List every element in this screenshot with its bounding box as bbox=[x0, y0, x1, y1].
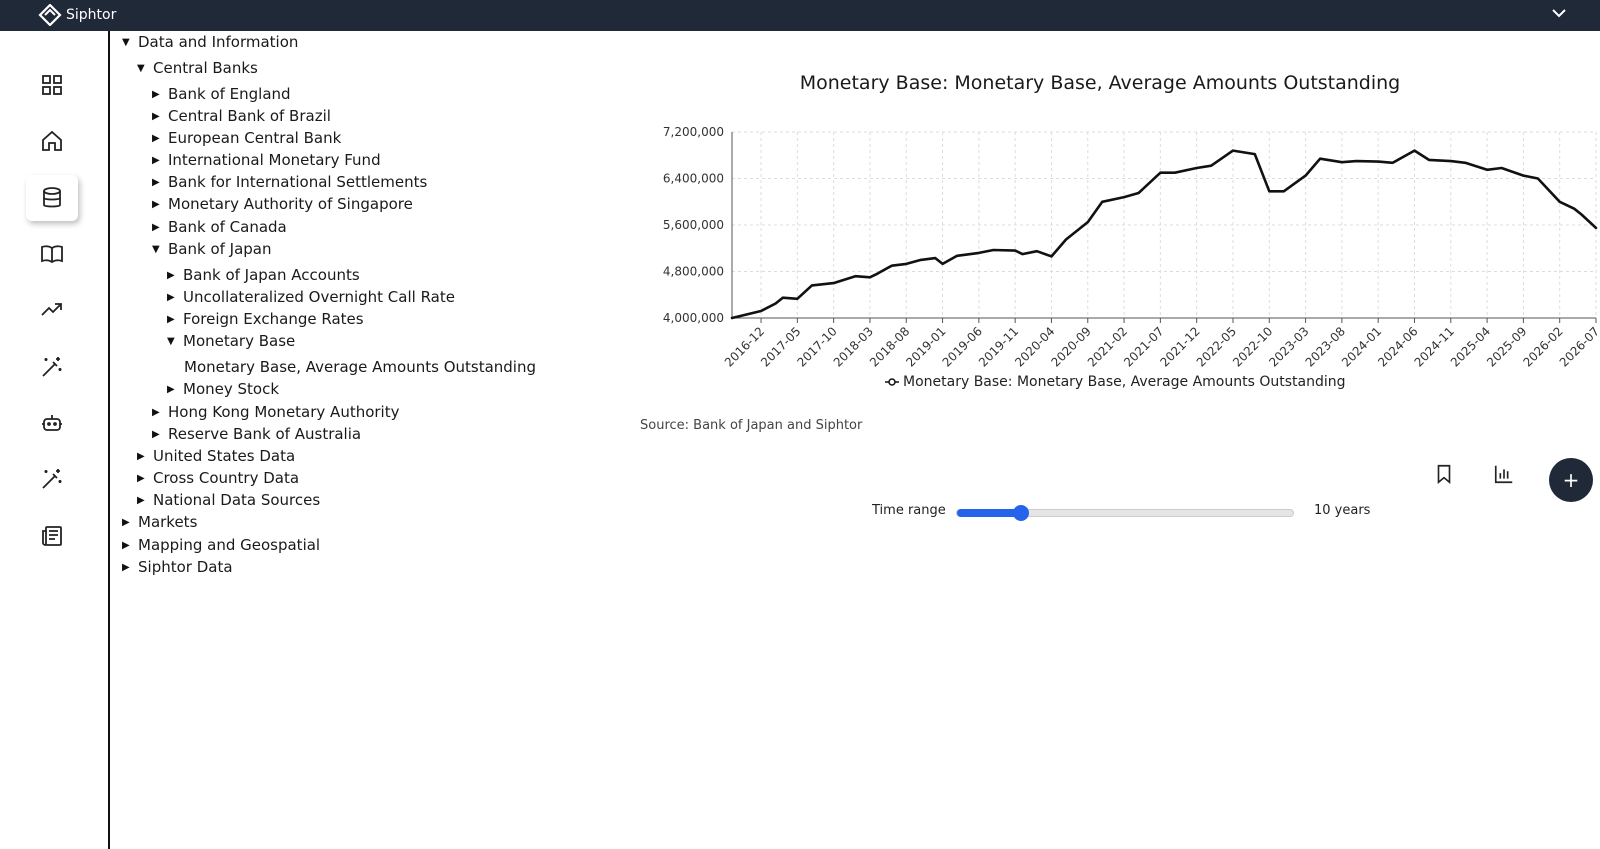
siphtor-logo-icon bbox=[38, 4, 62, 26]
collapsed-triangle-icon: ▶ bbox=[152, 88, 160, 100]
collapsed-triangle-icon: ▶ bbox=[152, 154, 160, 166]
tree-node[interactable]: ▶ Markets bbox=[122, 513, 198, 531]
bar-chart-icon bbox=[1494, 465, 1513, 484]
tree-node[interactable]: ▼ Bank of Japan bbox=[152, 240, 272, 258]
tree-node[interactable]: ▶ United States Data bbox=[137, 447, 296, 465]
tree-node[interactable]: ▶ Bank for International Settlements bbox=[152, 173, 428, 191]
tree-node[interactable]: ▶ Bank of England bbox=[152, 85, 291, 103]
legend-label: Monetary Base: Monetary Base, Average Am… bbox=[903, 374, 1345, 390]
collapsed-triangle-icon: ▶ bbox=[152, 221, 160, 233]
trending-icon[interactable] bbox=[26, 287, 78, 333]
tree-node[interactable]: ▶ Bank of Canada bbox=[152, 218, 287, 236]
legend-marker bbox=[888, 378, 896, 386]
collapsed-triangle-icon: ▶ bbox=[152, 176, 160, 188]
tree-node[interactable]: ▼ Monetary Base bbox=[167, 332, 296, 350]
collapsed-triangle-icon: ▶ bbox=[152, 198, 160, 210]
collapsed-triangle-icon: ▶ bbox=[122, 539, 130, 551]
tree-node[interactable]: ▶ Bank of Japan Accounts bbox=[167, 266, 360, 284]
home-icon[interactable] bbox=[26, 118, 78, 164]
tree-node[interactable]: ▶ Money Stock bbox=[167, 380, 280, 398]
collapsed-triangle-icon: ▶ bbox=[137, 472, 145, 484]
book-icon[interactable] bbox=[26, 231, 78, 277]
tree-node[interactable]: ▶ Uncollateralized Overnight Call Rate bbox=[167, 288, 455, 306]
tree-node[interactable]: ▶ International Monetary Fund bbox=[152, 151, 381, 169]
tree-node[interactable]: ▶ Foreign Exchange Rates bbox=[167, 310, 364, 328]
line-chart: 4,000,000 4,800,000 5,600,000 6,400,000 7,20… bbox=[663, 125, 1600, 390]
collapsed-triangle-icon: ▶ bbox=[137, 494, 145, 506]
magic-wand-icon[interactable] bbox=[26, 456, 78, 502]
tree-node[interactable]: ▶ Mapping and Geospatial bbox=[122, 536, 321, 554]
brand-name: Siphtor bbox=[66, 7, 117, 23]
chart-title: Monetary Base: Monetary Base, Average Am… bbox=[799, 72, 1401, 94]
chart-type-button[interactable] bbox=[1490, 460, 1518, 488]
y-tick-label: 4,800,000 bbox=[663, 265, 724, 279]
time-range-value: 10 years bbox=[1314, 503, 1371, 518]
tree-node[interactable]: ▶ Cross Country Data bbox=[137, 469, 300, 487]
tree-node[interactable]: ▶ Central Bank of Brazil bbox=[152, 107, 331, 125]
bookmark-button[interactable] bbox=[1430, 460, 1458, 488]
add-button[interactable]: + bbox=[1549, 458, 1593, 502]
dashboard-icon[interactable] bbox=[26, 62, 78, 108]
series-line bbox=[730, 149, 1598, 320]
newspaper-icon[interactable] bbox=[26, 513, 78, 559]
collapsed-triangle-icon: ▶ bbox=[152, 132, 160, 144]
tree-node[interactable]: ▶ Siphtor Data bbox=[122, 558, 233, 576]
collapsed-triangle-icon: ▶ bbox=[137, 450, 145, 462]
collapsed-triangle-icon: ▶ bbox=[167, 313, 175, 325]
tree-node[interactable]: ▼ Data and Information bbox=[122, 33, 299, 51]
bookmark-icon bbox=[1437, 464, 1451, 485]
x-tick-label: 2026-07 bbox=[1557, 324, 1600, 369]
chevron-down-icon[interactable] bbox=[1548, 2, 1570, 24]
y-tick-label: 6,400,000 bbox=[663, 172, 724, 186]
time-range-label: Time range bbox=[872, 503, 946, 518]
collapsed-triangle-icon: ▶ bbox=[167, 383, 175, 395]
top-bar: Siphtor bbox=[0, 0, 1600, 31]
bot-icon[interactable] bbox=[26, 400, 78, 446]
y-tick-label: 4,000,000 bbox=[663, 311, 724, 325]
sidebar-divider bbox=[108, 31, 110, 849]
collapsed-triangle-icon: ▶ bbox=[152, 110, 160, 122]
collapsed-triangle-icon: ▶ bbox=[122, 561, 130, 573]
expanded-triangle-icon: ▼ bbox=[137, 62, 145, 74]
tree-node[interactable]: ▶ European Central Bank bbox=[152, 129, 342, 147]
tree-node[interactable]: ▶ Reserve Bank of Australia bbox=[152, 425, 362, 443]
magic-wand-icon[interactable] bbox=[26, 344, 78, 390]
collapsed-triangle-icon: ▶ bbox=[152, 428, 160, 440]
expanded-triangle-icon: ▼ bbox=[152, 243, 160, 255]
time-range-thumb[interactable] bbox=[1013, 505, 1030, 521]
expanded-triangle-icon: ▼ bbox=[122, 36, 130, 48]
tree-leaf-selected[interactable]: Monetary Base, Average Amounts Outstandi… bbox=[184, 358, 537, 376]
collapsed-triangle-icon: ▶ bbox=[167, 291, 175, 303]
database-icon[interactable] bbox=[26, 175, 78, 221]
y-tick-label: 5,600,000 bbox=[663, 218, 724, 232]
source-note: Source: Bank of Japan and Siphtor bbox=[640, 418, 863, 433]
collapsed-triangle-icon: ▶ bbox=[122, 516, 130, 528]
brand[interactable]: Siphtor bbox=[38, 4, 116, 26]
tree-node[interactable]: ▶ Hong Kong Monetary Authority bbox=[152, 403, 400, 421]
time-range-fill bbox=[957, 509, 1022, 517]
tree-node[interactable]: ▶ Monetary Authority of Singapore bbox=[152, 195, 413, 213]
tree-node[interactable]: ▶ National Data Sources bbox=[137, 491, 321, 509]
tree-node[interactable]: ▼ Central Banks bbox=[137, 59, 258, 77]
time-range-slider[interactable] bbox=[956, 505, 1294, 521]
sidebar-rail bbox=[0, 31, 108, 849]
collapsed-triangle-icon: ▶ bbox=[167, 269, 175, 281]
expanded-triangle-icon: ▼ bbox=[167, 335, 175, 347]
collapsed-triangle-icon: ▶ bbox=[152, 406, 160, 418]
y-tick-label: 7,200,000 bbox=[663, 125, 724, 139]
